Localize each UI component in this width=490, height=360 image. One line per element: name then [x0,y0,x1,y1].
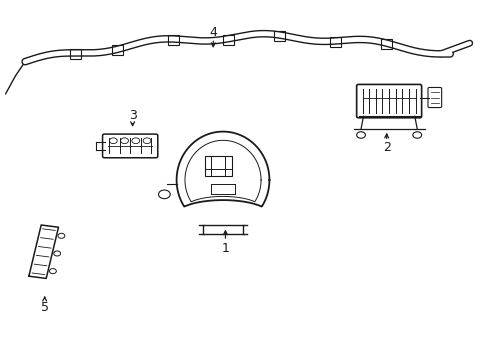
Text: 3: 3 [129,109,137,122]
Bar [205,156,232,176]
Text: 5: 5 [41,301,49,314]
Text: 2: 2 [383,141,391,154]
Bar [112,45,123,55]
Bar [274,31,285,41]
Text: 1: 1 [221,242,229,255]
Text: 4: 4 [209,27,217,40]
Bar [168,35,178,45]
Bar [70,49,80,59]
Bar [223,35,234,45]
Bar [381,39,392,49]
Bar [330,37,341,47]
